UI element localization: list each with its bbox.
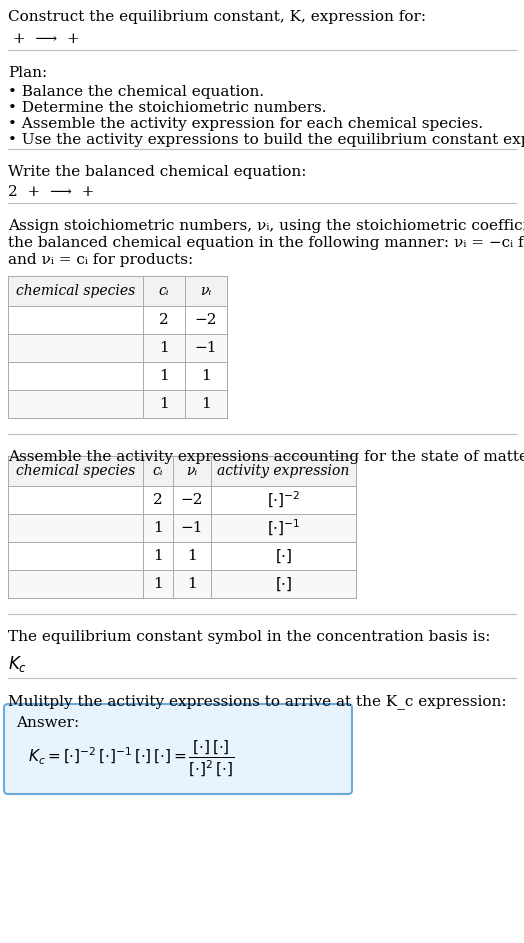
FancyBboxPatch shape (4, 704, 352, 794)
Bar (8, 362, 227, 390)
Text: and νᵢ = cᵢ for products:: and νᵢ = cᵢ for products: (8, 253, 193, 267)
Text: 1: 1 (201, 369, 211, 383)
Bar (8, 570, 356, 598)
Text: the balanced chemical equation in the following manner: νᵢ = −cᵢ for reactants: the balanced chemical equation in the fo… (8, 236, 524, 250)
Text: Mulitply the activity expressions to arrive at the K_c expression:: Mulitply the activity expressions to arr… (8, 694, 507, 709)
Text: • Balance the chemical equation.: • Balance the chemical equation. (8, 85, 264, 99)
Text: Assemble the activity expressions accounting for the state of matter and νᵢ:: Assemble the activity expressions accoun… (8, 450, 524, 464)
Text: 2: 2 (153, 493, 163, 507)
Text: 1: 1 (159, 397, 169, 411)
Bar (8, 542, 356, 570)
Text: chemical species: chemical species (16, 284, 135, 298)
Text: $[\cdot]$: $[\cdot]$ (275, 575, 292, 593)
Text: $K_c$: $K_c$ (8, 654, 27, 674)
Text: 2: 2 (159, 313, 169, 327)
Text: 1: 1 (153, 577, 163, 591)
Text: 1: 1 (201, 397, 211, 411)
Text: 1: 1 (153, 521, 163, 535)
Bar (8, 514, 356, 542)
Text: −1: −1 (181, 521, 203, 535)
Text: 1: 1 (159, 341, 169, 355)
Text: Answer:: Answer: (16, 716, 79, 730)
Bar (8, 456, 356, 486)
Text: Construct the equilibrium constant, K, expression for:: Construct the equilibrium constant, K, e… (8, 10, 426, 24)
Text: 1: 1 (187, 577, 197, 591)
Bar (8, 390, 227, 418)
Text: $[\cdot]^{-1}$: $[\cdot]^{-1}$ (267, 518, 300, 538)
Text: • Determine the stoichiometric numbers.: • Determine the stoichiometric numbers. (8, 101, 326, 115)
Text: $[\cdot]$: $[\cdot]$ (275, 547, 292, 565)
Text: −2: −2 (181, 493, 203, 507)
Text: Write the balanced chemical equation:: Write the balanced chemical equation: (8, 165, 307, 179)
Bar (8, 276, 227, 306)
Text: • Use the activity expressions to build the equilibrium constant expression.: • Use the activity expressions to build … (8, 133, 524, 147)
Text: +  ⟶  +: + ⟶ + (8, 32, 84, 46)
Bar (8, 306, 227, 334)
Bar (8, 334, 227, 362)
Text: 2  +  ⟶  +: 2 + ⟶ + (8, 185, 99, 199)
Text: $K_c = [\cdot]^{-2}\,[\cdot]^{-1}\,[\cdot]\,[\cdot] = \dfrac{[\cdot]\,[\cdot]}{[: $K_c = [\cdot]^{-2}\,[\cdot]^{-1}\,[\cdo… (28, 738, 234, 778)
Text: cᵢ: cᵢ (153, 464, 163, 478)
Text: −1: −1 (195, 341, 217, 355)
Text: The equilibrium constant symbol in the concentration basis is:: The equilibrium constant symbol in the c… (8, 630, 490, 644)
Text: νᵢ: νᵢ (187, 464, 198, 478)
Text: Plan:: Plan: (8, 66, 47, 80)
Text: νᵢ: νᵢ (201, 284, 212, 298)
Text: −2: −2 (195, 313, 217, 327)
Text: chemical species: chemical species (16, 464, 135, 478)
Text: cᵢ: cᵢ (159, 284, 169, 298)
Bar (8, 486, 356, 514)
Text: $[\cdot]^{-2}$: $[\cdot]^{-2}$ (267, 490, 300, 510)
Text: 1: 1 (159, 369, 169, 383)
Text: 1: 1 (153, 549, 163, 563)
Text: 1: 1 (187, 549, 197, 563)
Text: activity expression: activity expression (217, 464, 350, 478)
Text: Assign stoichiometric numbers, νᵢ, using the stoichiometric coefficients, cᵢ, fr: Assign stoichiometric numbers, νᵢ, using… (8, 219, 524, 233)
Text: • Assemble the activity expression for each chemical species.: • Assemble the activity expression for e… (8, 117, 483, 131)
